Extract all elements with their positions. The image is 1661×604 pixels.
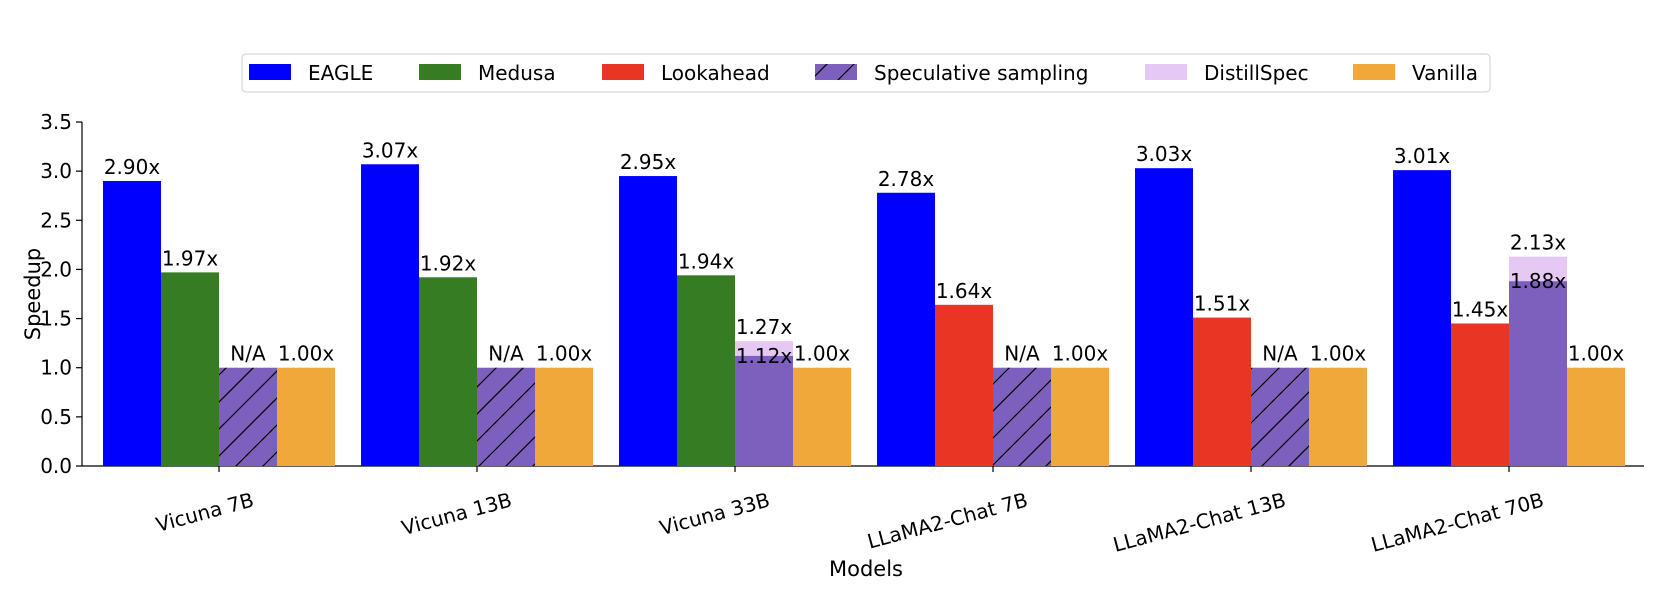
bar-overlay-value-label: 1.88x (1510, 269, 1567, 293)
bar-eagle (1135, 168, 1193, 467)
y-tick-label: 0.5 (40, 405, 72, 429)
bar-eagle (1393, 170, 1451, 466)
legend-label: Speculative sampling (874, 61, 1088, 85)
bar-value-label: 2.78x (878, 167, 935, 191)
x-category-label: Vicuna 7B (153, 488, 256, 537)
bar-lookahead (1193, 317, 1251, 466)
y-tick-label: 3.0 (40, 159, 72, 183)
bar-value-label: 1.94x (678, 249, 735, 273)
bar-value-label: 3.01x (1394, 144, 1451, 168)
bar-value-label: 1.00x (794, 342, 851, 366)
bar-value-label: 1.00x (1310, 342, 1367, 366)
bar-value-label: 2.95x (620, 150, 677, 174)
bar-eagle (103, 180, 161, 466)
bar-value-label: 1.00x (1052, 342, 1109, 366)
y-tick-label: 2.0 (40, 257, 72, 281)
bar-value-label: 1.45x (1452, 297, 1509, 321)
bar-eagle (877, 192, 935, 466)
x-category-label: LLaMA2-Chat 13B (1110, 488, 1288, 557)
bar-value-label: 1.00x (1568, 342, 1625, 366)
x-category-label: Vicuna 33B (657, 488, 772, 540)
legend-swatch (249, 64, 291, 80)
legend-label: Vanilla (1412, 61, 1478, 85)
bar-lookahead (1451, 323, 1509, 466)
value-labels: 2.90x 1.97x N/A 1.00x 3.07x 1.92x N/A 1.00x 2.95… (104, 138, 1625, 368)
bar-vanilla (1309, 367, 1367, 466)
bar-eagle (619, 176, 677, 467)
legend-label: EAGLE (308, 61, 373, 85)
bar-speculative-sampling (1509, 281, 1567, 466)
legend-label: DistillSpec (1204, 61, 1309, 85)
legend-swatch (815, 64, 857, 80)
legend-swatch (1353, 64, 1395, 80)
bar-speculative-sampling (477, 367, 535, 466)
y-tick-label: 1.0 (40, 356, 72, 380)
bar-vanilla (535, 367, 593, 466)
bar-lookahead (935, 304, 993, 466)
legend-label: Medusa (478, 61, 556, 85)
y-tick-label: 3.5 (40, 110, 72, 134)
bar-vanilla (793, 367, 851, 466)
y-tick-label: 1.5 (40, 307, 72, 331)
bar-value-label: 2.90x (104, 155, 161, 179)
bar-medusa (677, 275, 735, 466)
bar-value-label: 1.97x (162, 246, 219, 270)
bar-medusa (161, 272, 219, 466)
bar-value-label: 3.03x (1136, 142, 1193, 166)
bar-value-label: 1.64x (936, 279, 993, 303)
bar-overlay-value-label: 1.12x (736, 344, 793, 368)
bar-vanilla (1567, 367, 1625, 466)
bar-value-label: 1.00x (536, 342, 593, 366)
bar-value-label: 1.27x (736, 315, 793, 339)
bar-value-label: 1.92x (420, 251, 477, 275)
bar-speculative-sampling (993, 367, 1051, 466)
legend-swatch (419, 64, 461, 80)
bar-medusa (419, 277, 477, 466)
legend-swatch (602, 64, 644, 80)
x-category-label: LLaMA2-Chat 7B (865, 488, 1031, 554)
y-tick-label: 2.5 (40, 208, 72, 232)
x-axis-title: Models (829, 557, 903, 581)
bars (103, 164, 1625, 467)
bar-speculative-sampling (735, 355, 793, 466)
bar-value-label: 2.13x (1510, 231, 1567, 255)
bar-vanilla (277, 367, 335, 466)
bar-value-label: N/A (230, 342, 266, 366)
bar-value-label: N/A (1262, 342, 1298, 366)
bar-speculative-sampling (219, 367, 277, 466)
bar-value-label: 1.51x (1194, 292, 1251, 316)
legend-swatch (1145, 64, 1187, 80)
x-category-label: Vicuna 13B (399, 488, 514, 540)
bar-vanilla (1051, 367, 1109, 466)
x-category-label: LLaMA2-Chat 70B (1368, 488, 1546, 557)
legend-label: Lookahead (661, 61, 770, 85)
legend-frame (241, 53, 1491, 93)
bar-value-label: N/A (1004, 342, 1040, 366)
bar-value-label: N/A (488, 342, 524, 366)
y-tick-label: 0.0 (40, 454, 72, 478)
bar-value-label: 3.07x (362, 138, 419, 162)
bar-speculative-sampling (1251, 367, 1309, 466)
legend: EAGLE Medusa Lookahead Speculative sampling… (241, 53, 1491, 93)
bar-value-label: 1.00x (278, 342, 335, 366)
bar-eagle (361, 164, 419, 466)
y-axis-title: Speedup (21, 248, 45, 340)
